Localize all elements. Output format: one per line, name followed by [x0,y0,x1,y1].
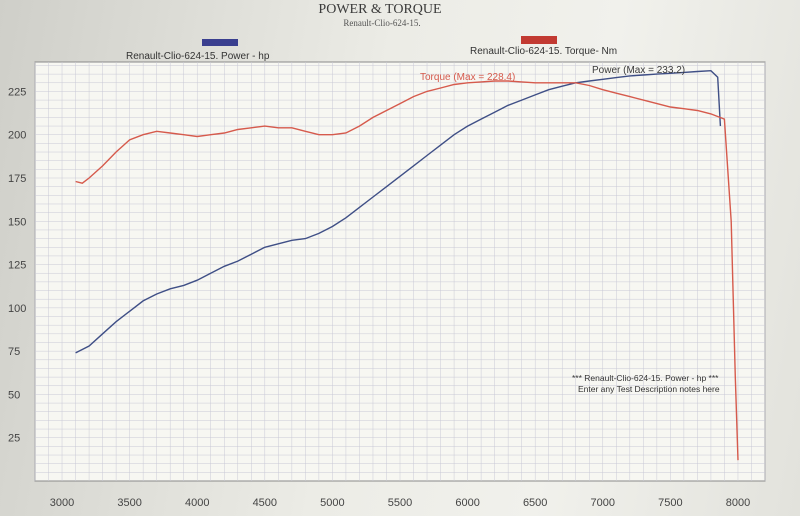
x-tick-label: 5000 [320,497,344,509]
torque-max-annotation: Torque (Max = 228.4) [420,72,515,83]
x-tick-label: 7000 [591,497,615,509]
legend-power-label: Renault-Clio-624-15. Power - hp [126,51,270,62]
power-max-annotation: Power (Max = 233.2) [592,65,685,76]
y-tick-label: 175 [8,173,26,185]
y-tick-label: 25 [8,433,20,445]
y-tick-label: 100 [8,303,26,315]
x-tick-label: 3000 [50,497,74,509]
note-line-1: *** Renault-Clio-624-15. Power - hp *** [572,373,719,383]
y-tick-label: 50 [8,389,20,401]
x-tick-label: 7500 [658,497,682,509]
x-tick-label: 5500 [388,497,412,509]
legend-power-swatch [202,39,238,46]
y-axis-ticks: 25 50 75 100 125 150 175 200 225 [8,86,26,444]
x-tick-label: 3500 [117,497,141,509]
x-tick-label: 8000 [726,497,750,509]
x-tick-label: 4500 [253,497,277,509]
y-tick-label: 125 [8,260,26,272]
y-tick-label: 75 [8,346,20,358]
legend-torque-swatch [521,36,557,44]
x-tick-label: 4000 [185,497,209,509]
x-tick-label: 6000 [455,497,479,509]
y-tick-label: 225 [8,86,26,98]
power-series-line [75,69,722,354]
x-axis-ticks: 3000 3500 4000 4500 5000 5500 6000 6500 7000 7500… [50,497,750,509]
x-tick-label: 6500 [523,497,547,509]
chart-subtitle: Renault-Clio-624-15. [343,18,420,28]
torque-series-line [75,80,739,461]
legend-torque-label: Renault-Clio-624-15. Torque- Nm [470,46,617,57]
chart-title: POWER & TORQUE [318,2,441,17]
y-tick-label: 150 [8,216,26,228]
note-line-2: Enter any Test Description notes here [578,384,720,394]
y-tick-label: 200 [8,130,26,142]
